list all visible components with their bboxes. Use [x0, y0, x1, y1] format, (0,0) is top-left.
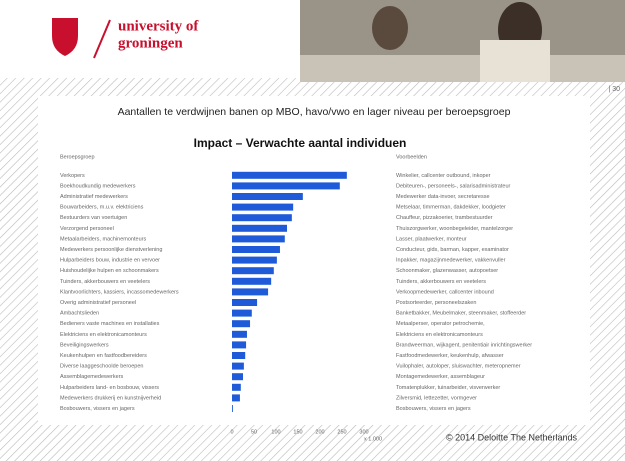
category-label: Overig administratief personeel — [60, 300, 136, 306]
hatch-left — [0, 78, 38, 461]
x-tick-label: 300 — [359, 429, 368, 435]
example-label: Tuinders, akkerbouwers en veetelers — [396, 279, 486, 285]
column-header: Voorbeelden — [396, 154, 427, 160]
example-label: Banketbakker, Meubelmaker, steenmaker, s… — [396, 311, 526, 317]
bar — [232, 373, 243, 381]
bar — [232, 171, 347, 179]
category-label: Elektriciens en elektronicamonteurs — [60, 332, 147, 338]
chart-title: Impact – Verwachte aantal individuen — [194, 136, 407, 150]
hatch-top — [0, 78, 625, 96]
bar — [232, 299, 258, 306]
example-label: Lasser, plaatwerker, monteur — [396, 236, 467, 242]
page-number: | 30 — [608, 86, 620, 93]
example-label: Inpakker, magazijnmedewerker, vakkenvull… — [396, 258, 506, 264]
example-label: Verkoopmedewerker, callcenter inbound — [396, 289, 494, 295]
category-label: Hulparbeiders bouw, industrie en vervoer — [60, 258, 160, 264]
footer: © 2014 Deloitte The Netherlands — [446, 432, 578, 442]
bar — [232, 352, 246, 359]
x-axis-label: x 1.000 — [364, 436, 382, 442]
x-tick-label: 250 — [337, 429, 346, 435]
category-label: Klantvoorlichters, kassiers, incassomede… — [60, 289, 179, 295]
category-label: Medewerkers persoonlijke dienstverlening — [60, 247, 162, 253]
bar — [232, 320, 251, 328]
bar — [232, 394, 240, 402]
bar — [232, 235, 285, 243]
example-label: Vuilophaler, autoloper, sluiswachter, me… — [396, 364, 521, 370]
hatch-right — [590, 78, 625, 461]
hatch-bottom — [0, 425, 625, 461]
category-label: Assemblagemedewerkers — [60, 374, 124, 380]
example-label: Conducteur, gids, barman, kapper, examin… — [396, 247, 509, 253]
bar — [232, 246, 280, 253]
example-label: Montagemedewerker, assemblageur — [396, 374, 485, 380]
bar — [232, 214, 292, 222]
bar — [232, 193, 303, 200]
example-label: Winkelier, callcenter outbound, inkoper — [396, 173, 491, 179]
category-label: Beveiligingswerkers — [60, 342, 109, 348]
category-label: Ambachtslieden — [60, 311, 99, 317]
logo-text: university of — [118, 18, 199, 34]
bar — [232, 341, 247, 349]
bar — [232, 224, 287, 232]
example-label: Debiteuren-, personeels-, salarisadminis… — [396, 183, 510, 189]
bar — [232, 256, 277, 264]
photo — [300, 0, 625, 82]
category-label: Bosbouwers, vissers en jagers — [60, 406, 135, 412]
x-tick-label: 100 — [271, 429, 280, 435]
logo — [52, 18, 111, 59]
category-label: Huishoudelijke hulpen en schoonmakers — [60, 268, 159, 274]
category-label: Administratief medewerkers — [60, 194, 128, 200]
example-label: Metselaar, timmerman, dakdekker, loodgie… — [396, 205, 506, 211]
slide-title: Aantallen te verdwijnen banen op MBO, ha… — [118, 106, 511, 118]
example-label: Brandweerman, wijkagent, penitentiair in… — [396, 342, 532, 348]
category-label: Diverse laaggeschoolde beroepen — [60, 364, 143, 370]
example-label: Tomatenplukker, tuinarbeider, visverwerk… — [396, 385, 500, 391]
bar — [232, 383, 241, 391]
example-label: Zilversmid, lettezetter, vormgever — [396, 395, 477, 401]
x-tick-label: 200 — [315, 429, 324, 435]
bar — [232, 330, 247, 338]
category-label: Bedieners vaste machines en installaties — [60, 321, 160, 327]
example-label: Chauffeur, pizzakoerier, trambestuurder — [396, 215, 493, 221]
category-label: Metaalarbeiders, machinemonteurs — [60, 236, 146, 242]
category-label: Bouwarbeiders, m.u.v. elektriciens — [60, 205, 144, 211]
content-area — [38, 96, 590, 425]
logo-text: groningen — [118, 35, 183, 51]
bar — [232, 362, 244, 370]
category-label: Keukenhulpen en fastfoodbereiders — [60, 353, 147, 359]
bar — [232, 267, 274, 275]
category-label: Medewerkers drukkerij en kunstnijverheid — [60, 395, 161, 401]
category-label: Verzorgend personeel — [60, 226, 114, 232]
example-label: Elektriciens en elektronicamonteurs — [396, 332, 483, 338]
example-label: Medewerker data-invoer, secretaresse — [396, 194, 490, 200]
category-label: Hulparbeiders land- en bosbouw, vissers — [60, 385, 159, 391]
bar — [232, 309, 252, 317]
column-header: Beroepsgroep — [60, 154, 95, 160]
x-tick-label: 150 — [293, 429, 302, 435]
category-label: Verkopers — [60, 173, 85, 179]
example-label: Postsorteerder, personeelszaken — [396, 300, 476, 306]
example-label: Metaalperser, operator petrochemie, — [396, 321, 485, 327]
example-label: Bosbouwers, vissers en jagers — [396, 406, 471, 412]
x-tick-label: 0 — [230, 429, 233, 435]
example-label: Thuiszorgwerker, woonbegeleider, mantelz… — [396, 226, 513, 232]
bar — [232, 182, 340, 190]
bar — [232, 203, 294, 211]
bar — [232, 288, 269, 296]
category-label: Tuinders, akkerbouwers en veetelers — [60, 279, 150, 285]
category-label: Boekhoudkundig medewerkers — [60, 183, 136, 189]
example-label: Fastfoodmedewerker, keukenhulp, afwasser — [396, 353, 504, 359]
category-label: Bestuurders van voertuigen — [60, 215, 127, 221]
x-tick-label: 50 — [251, 429, 257, 435]
bar — [232, 405, 233, 412]
example-label: Schoonmaker, glazenwasser, autopoetser — [396, 268, 498, 274]
bar — [232, 277, 272, 285]
